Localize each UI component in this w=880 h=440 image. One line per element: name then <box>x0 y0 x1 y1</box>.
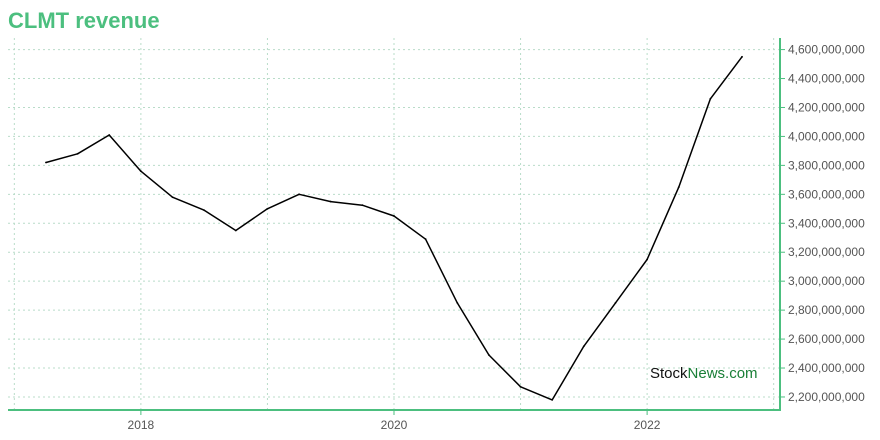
y-tick-label: 3,000,000,000 <box>788 274 865 288</box>
y-tick-label: 3,400,000,000 <box>788 216 865 230</box>
revenue-data-point <box>488 354 490 356</box>
revenue-data-point <box>45 161 47 164</box>
y-tick-label: 4,000,000,000 <box>788 129 865 143</box>
y-tick-label: 2,400,000,000 <box>788 361 865 375</box>
chart-title: CLMT revenue <box>8 8 160 33</box>
revenue-data-point <box>646 258 649 261</box>
x-tick-label: 2020 <box>381 418 408 432</box>
tick-labels: 2,200,000,000 2,400,000,000 2,600,000,000 2… <box>128 43 866 432</box>
watermark-part-stock: Stock <box>650 365 688 382</box>
revenue-data-point <box>614 301 617 304</box>
stocknews-watermark: StockNews.com <box>650 365 758 383</box>
revenue-data-point <box>76 152 79 155</box>
revenue-data-point <box>424 238 427 241</box>
y-tick-label: 2,200,000,000 <box>788 390 865 404</box>
revenue-data-point <box>456 301 459 304</box>
revenue-data-point <box>582 345 585 348</box>
revenue-data-point <box>266 207 269 210</box>
revenue-data-point <box>329 200 332 203</box>
revenue-data-point <box>551 398 554 401</box>
watermark-part-news: News.com <box>687 365 758 382</box>
y-tick-label: 4,200,000,000 <box>788 100 865 114</box>
revenue-data-point <box>741 55 743 58</box>
x-tick-label: 2018 <box>128 418 155 432</box>
series <box>45 55 743 401</box>
revenue-data-point <box>677 186 680 188</box>
revenue-data-point <box>519 385 522 388</box>
grid <box>8 38 780 410</box>
revenue-data-point <box>171 196 174 199</box>
y-tick-label: 4,400,000,000 <box>788 72 865 86</box>
y-tick-label: 3,600,000,000 <box>788 187 865 201</box>
revenue-data-point <box>139 170 142 173</box>
axes <box>8 38 785 415</box>
revenue-data-point <box>234 229 237 232</box>
revenue-data-point <box>108 134 111 136</box>
revenue-data-point <box>203 209 206 212</box>
revenue-data-point <box>709 97 712 100</box>
y-tick-label: 4,600,000,000 <box>788 43 865 57</box>
y-tick-label: 3,800,000,000 <box>788 158 865 172</box>
revenue-data-point <box>298 193 300 196</box>
revenue-data-point <box>393 215 395 217</box>
revenue-data-point <box>361 204 364 207</box>
y-tick-label: 2,800,000,000 <box>788 303 865 317</box>
y-tick-label: 3,200,000,000 <box>788 245 865 259</box>
x-tick-label: 2022 <box>634 418 661 432</box>
y-tick-label: 2,600,000,000 <box>788 332 865 346</box>
